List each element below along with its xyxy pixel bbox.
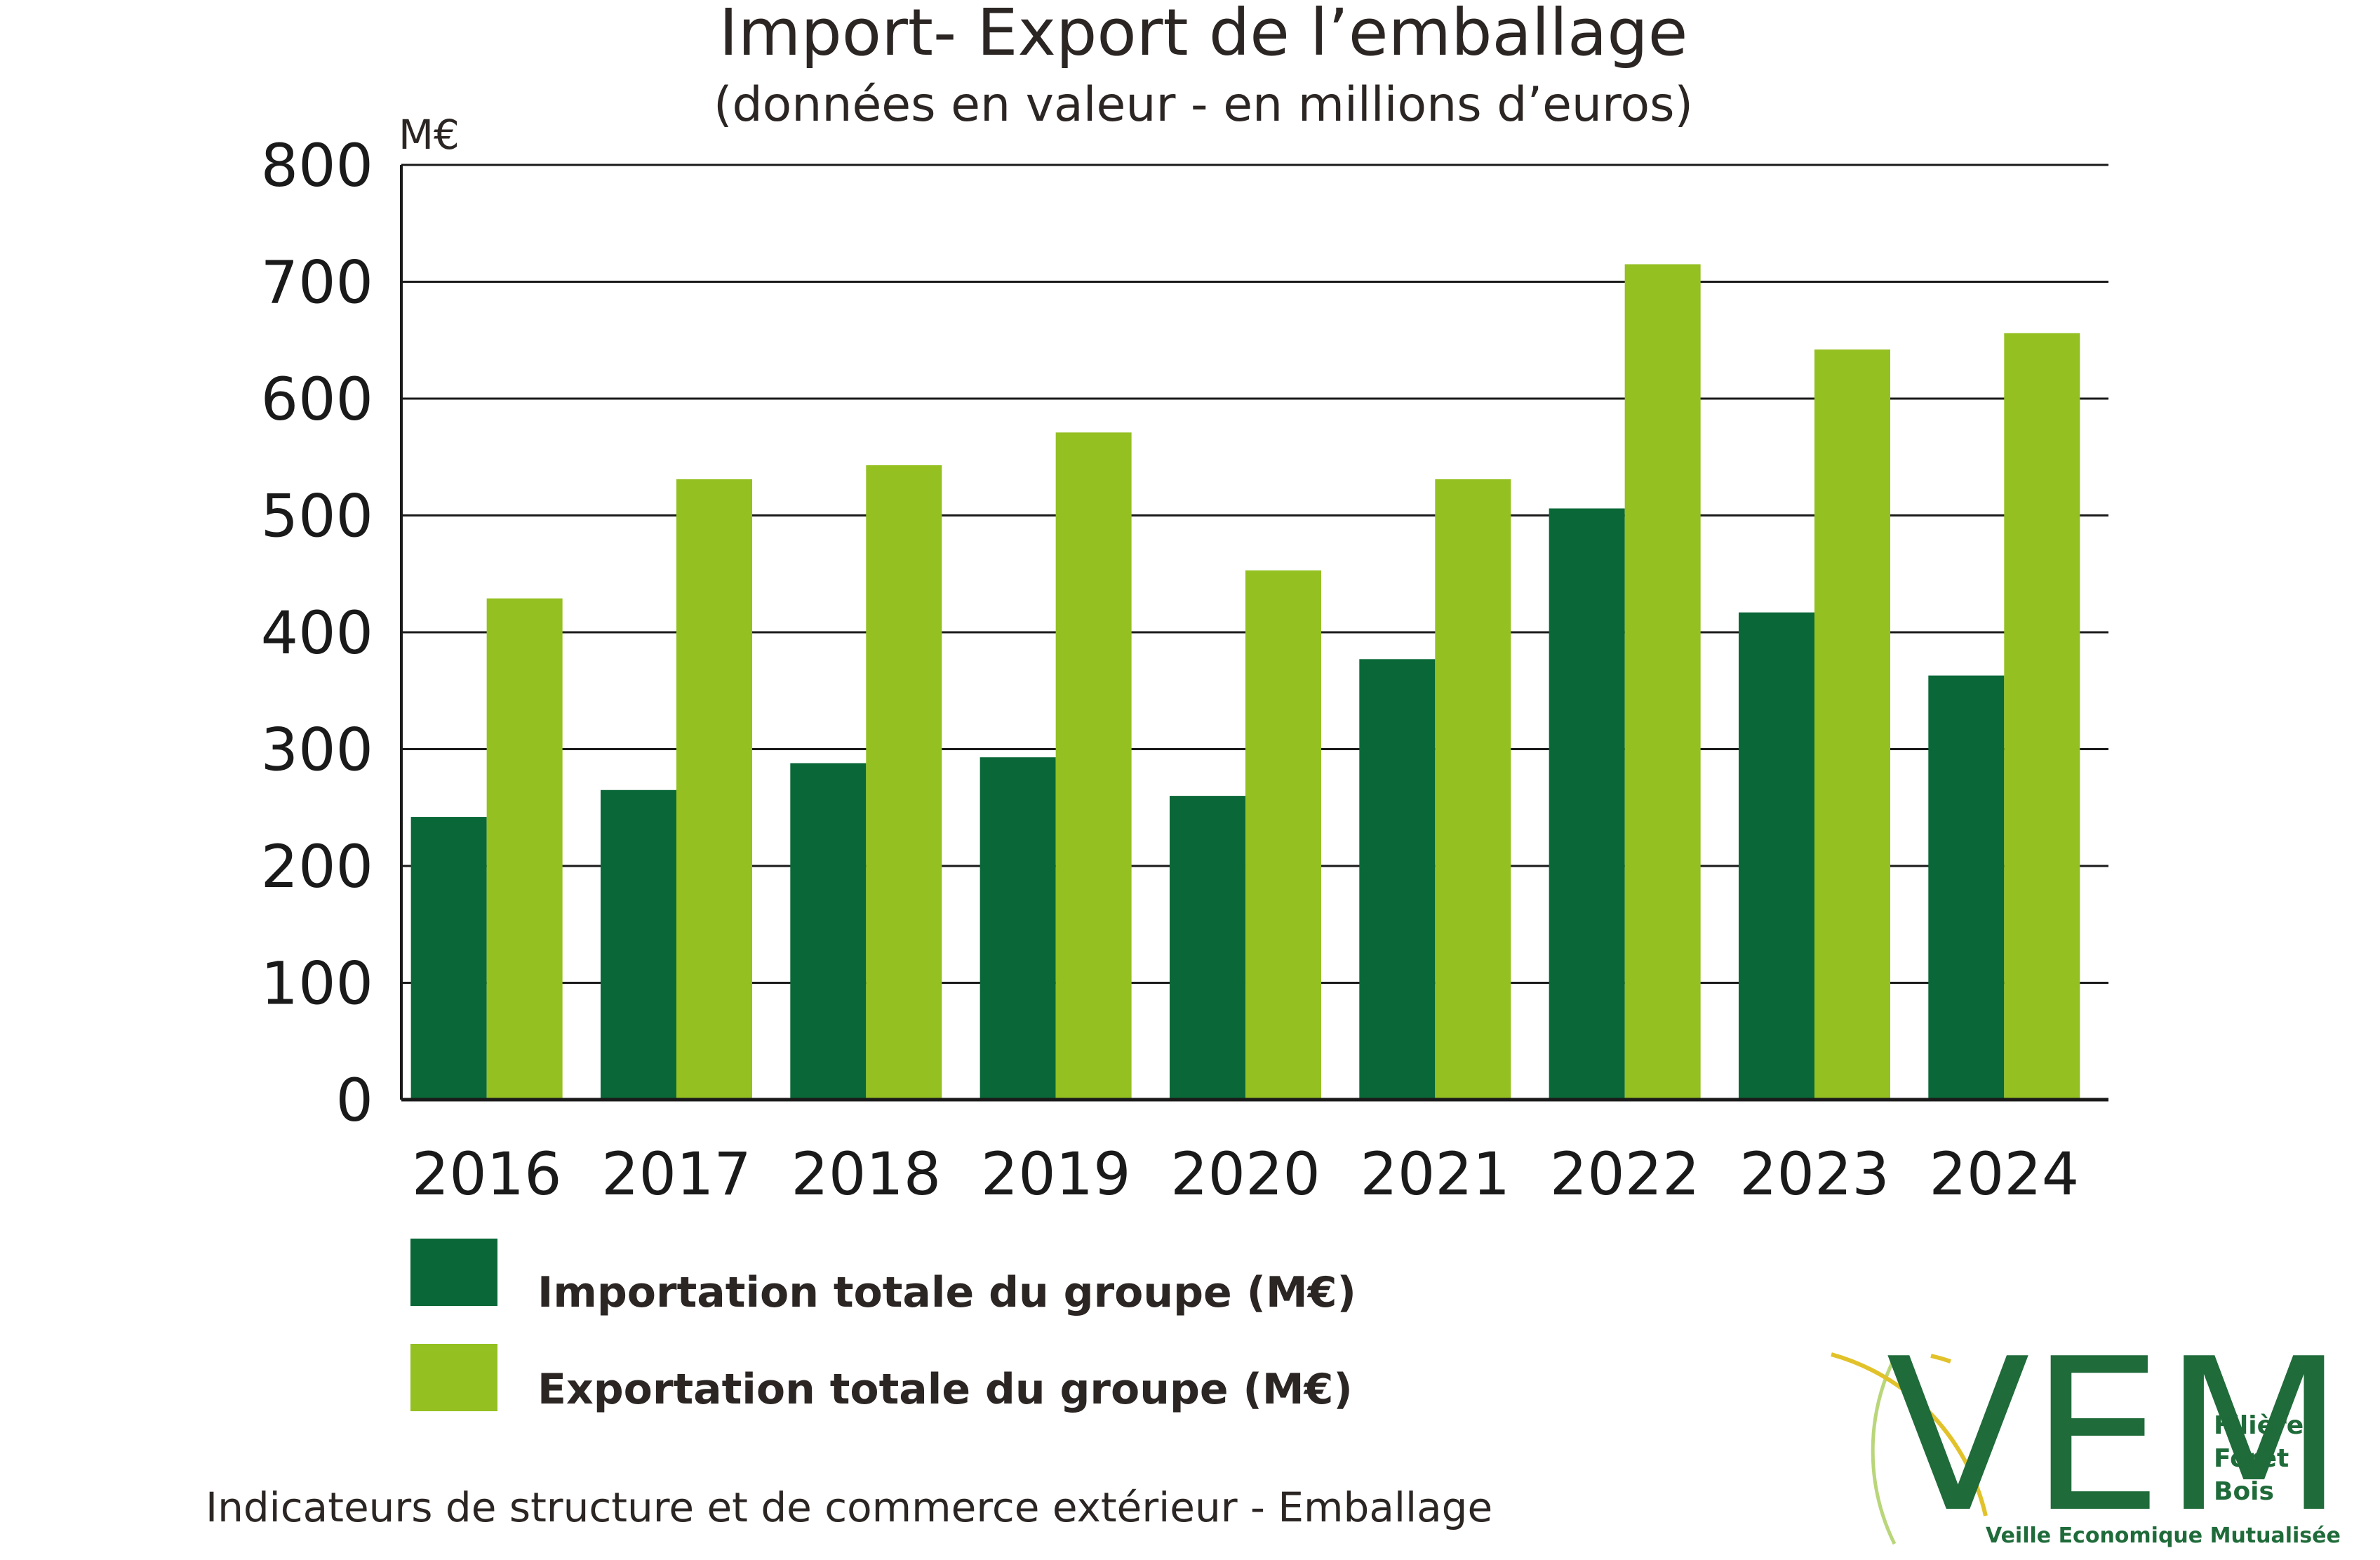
y-tick-label: 600 (261, 365, 373, 434)
bar-export-2020 (1245, 570, 1321, 1100)
y-axis-unit: M€ (399, 111, 460, 159)
bar-export-2016 (486, 598, 563, 1100)
x-tick-label: 2016 (412, 1140, 562, 1208)
x-tick-label: 2023 (1739, 1140, 1890, 1208)
y-tick-label: 0 (336, 1066, 373, 1135)
bar-export-2018 (866, 465, 942, 1100)
chart-subtitle: (données en valeur - en millions d’euros… (714, 77, 1693, 133)
bar-import-2018 (790, 763, 867, 1100)
legend-swatch-import (410, 1239, 497, 1306)
bar-import-2016 (410, 817, 487, 1100)
y-tick-label: 200 (261, 832, 373, 901)
x-tick-label: 2017 (601, 1140, 751, 1208)
logo-line-2: Forêt (2214, 1444, 2289, 1473)
logo-arc-gold-outer (1831, 1352, 1988, 1516)
bars (410, 264, 2080, 1100)
logo-letters: VEM (1886, 1314, 2345, 1559)
bar-export-2021 (1435, 479, 1511, 1100)
x-tick-label: 2018 (791, 1140, 941, 1208)
bar-import-2023 (1738, 612, 1814, 1100)
x-tick-label: 2019 (981, 1140, 1131, 1208)
y-tick-label: 100 (261, 949, 373, 1018)
bar-export-2024 (2004, 333, 2080, 1100)
bar-import-2022 (1549, 508, 1625, 1100)
x-tick-label: 2020 (1170, 1140, 1321, 1208)
logo-arc-gold (1930, 1354, 1951, 1364)
legend-label-import: Importation totale du groupe (M€) (537, 1268, 1356, 1317)
footer-text: Indicateurs de structure et de commerce … (206, 1484, 1492, 1531)
bar-import-2020 (1169, 796, 1245, 1100)
vem-logo: VEM Filière Forêt Bois Veille Economique… (1831, 1314, 2345, 1559)
legend-label-export: Exportation totale du groupe (M€) (537, 1365, 1353, 1414)
bar-import-2024 (1928, 675, 2005, 1100)
y-tick-label: 700 (261, 248, 373, 317)
legend-swatch-export (410, 1344, 497, 1411)
bar-export-2017 (676, 479, 752, 1100)
x-tick-labels: 2016 2017 2018 2019 2020 2021 2022 2023 2024 (412, 1140, 2079, 1208)
logo-tagline: Veille Economique Mutualisée (1986, 1524, 2341, 1548)
bar-import-2021 (1359, 659, 1436, 1100)
logo-arc-light (1871, 1356, 1897, 1545)
logo-line-1: Filière (2214, 1411, 2304, 1440)
x-tick-label: 2021 (1360, 1140, 1510, 1208)
chart-title: Import- Export de l’emballage (719, 0, 1688, 70)
bar-export-2022 (1624, 264, 1701, 1100)
bar-import-2019 (980, 757, 1056, 1100)
x-tick-label: 2022 (1550, 1140, 1700, 1208)
y-tick-label: 800 (261, 131, 373, 200)
legend: Importation totale du groupe (M€) Export… (410, 1239, 1356, 1414)
y-tick-labels: 0 100 200 300 400 500 600 700 800 (261, 131, 373, 1135)
logo-line-3: Bois (2214, 1477, 2274, 1506)
y-tick-label: 300 (261, 716, 373, 785)
y-tick-label: 500 (261, 482, 373, 551)
y-tick-label: 400 (261, 599, 373, 667)
bar-import-2017 (600, 789, 676, 1100)
axes (400, 165, 2108, 1102)
bar-export-2019 (1055, 432, 1132, 1100)
x-tick-label: 2024 (1929, 1140, 2079, 1208)
bar-export-2023 (1814, 349, 1890, 1100)
